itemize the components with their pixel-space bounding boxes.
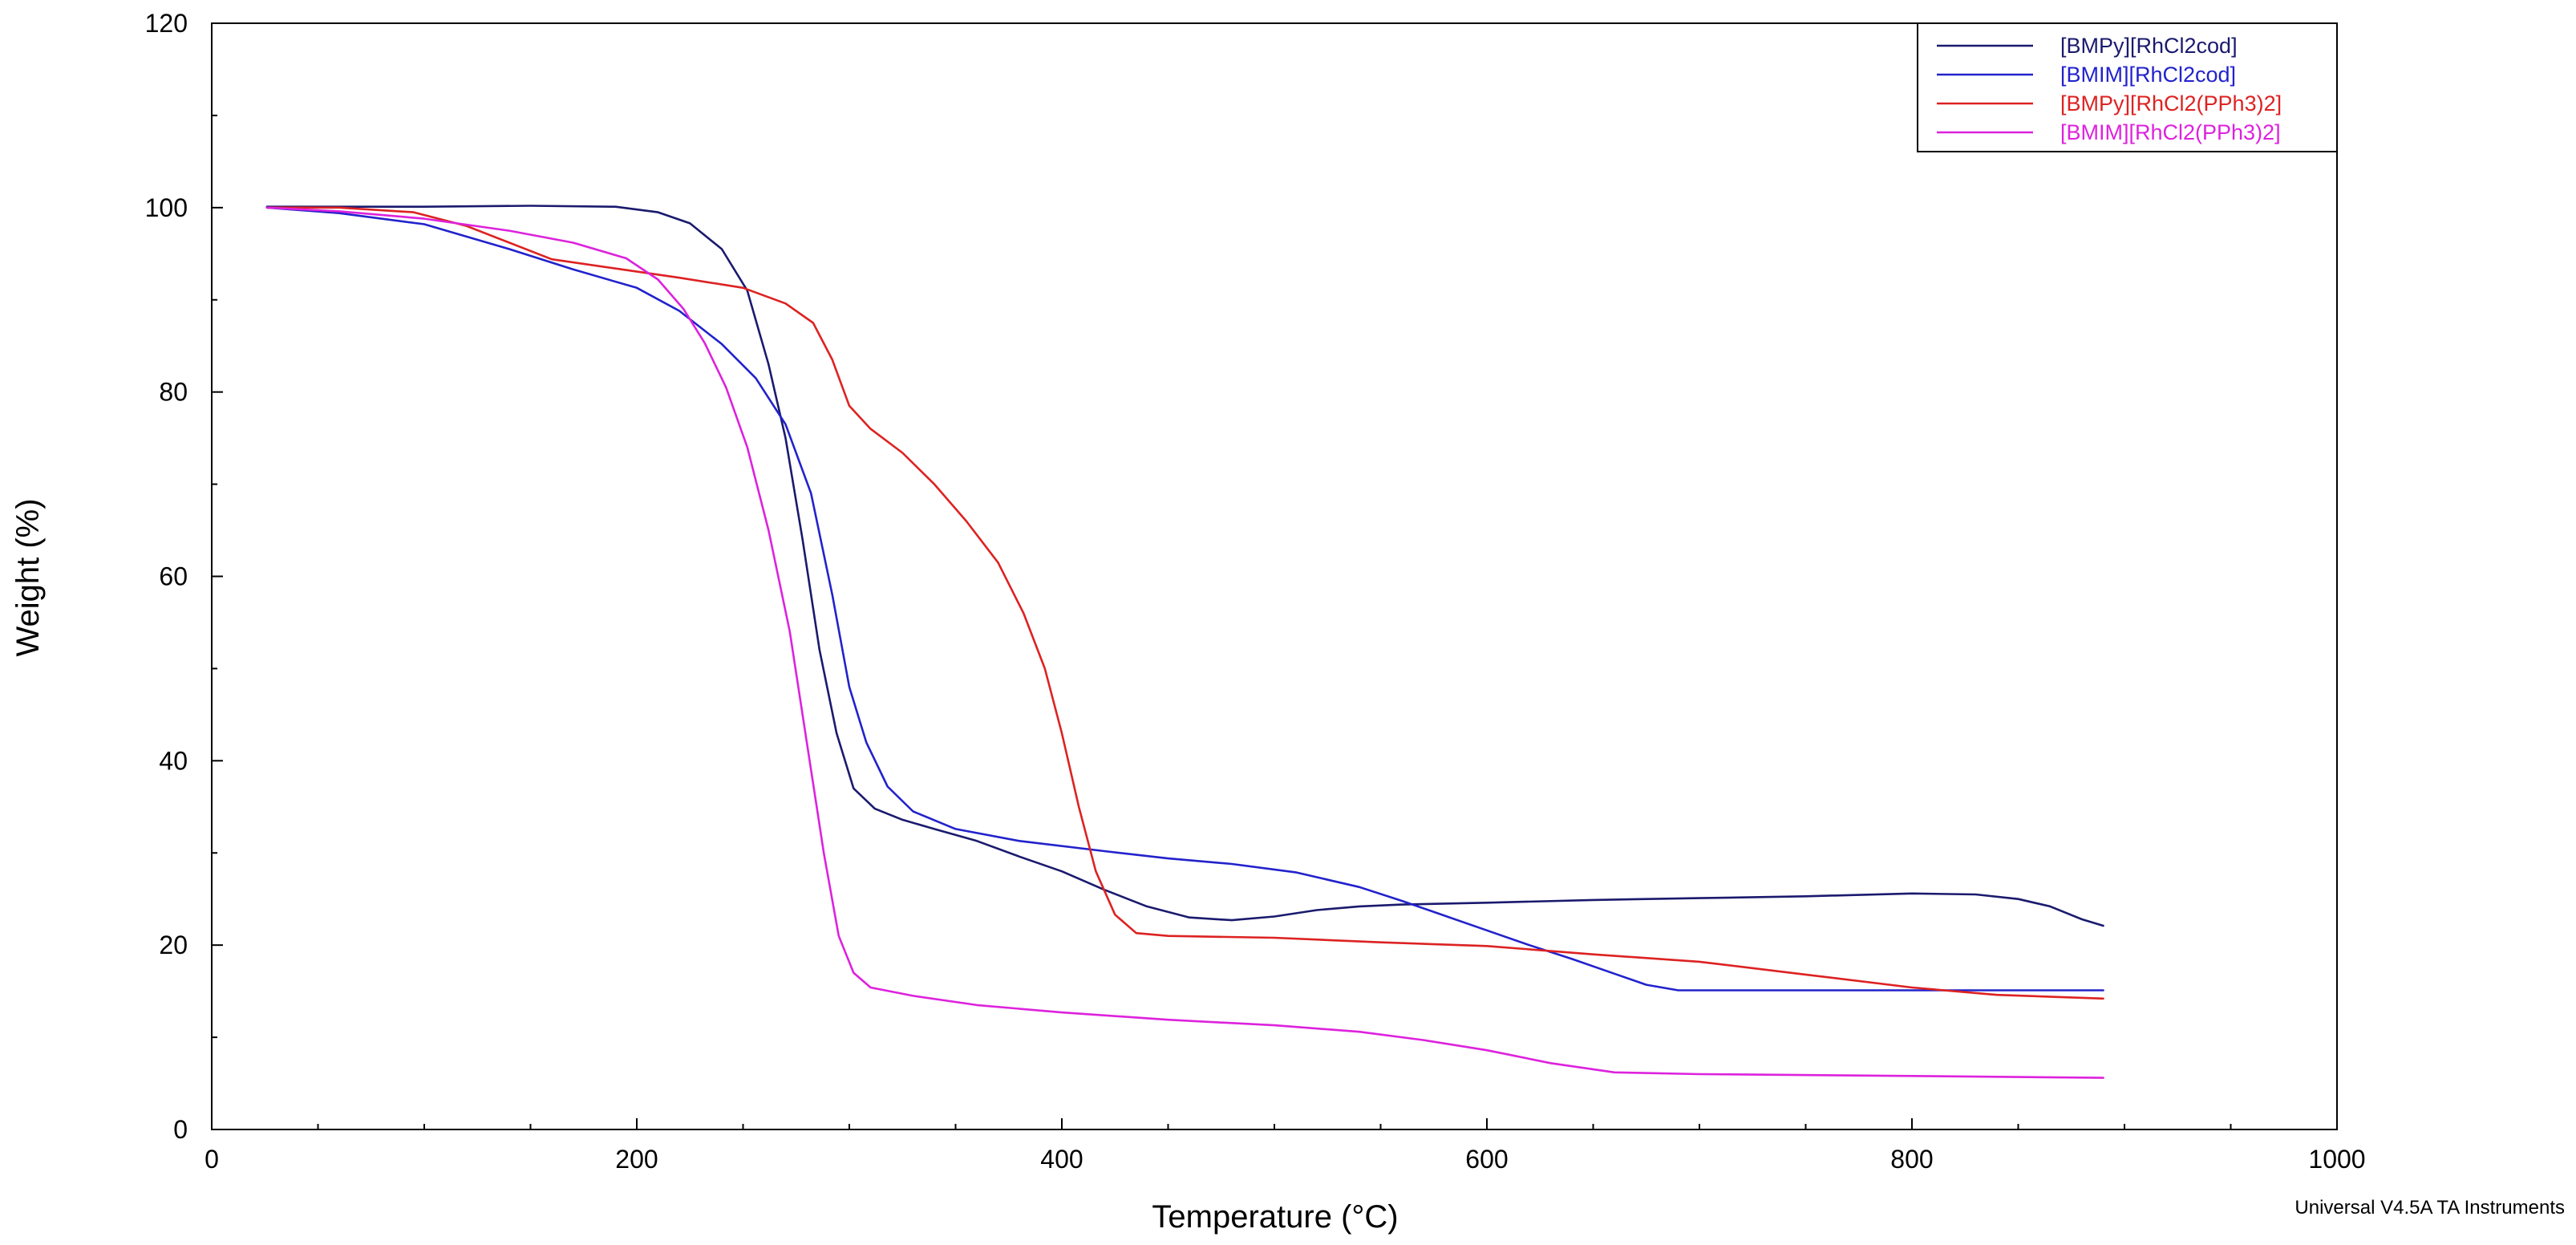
series-layer xyxy=(265,205,2104,1079)
legend-entry: [BMIM][RhCl2cod] xyxy=(2060,63,2236,87)
y-tick-label: 40 xyxy=(159,746,188,775)
series-line-1 xyxy=(265,205,2104,927)
legend-entry: [BMPy][RhCl2cod] xyxy=(2060,34,2238,58)
x-tick-label: 600 xyxy=(1465,1145,1508,1174)
series-line-4 xyxy=(265,206,2104,1079)
legend-entry: [BMIM][RhCl2(PPh3)2] xyxy=(2060,120,2281,144)
legend-box xyxy=(1917,22,2338,152)
y-tick-label: 60 xyxy=(159,562,188,591)
x-tick-label: 400 xyxy=(1040,1145,1083,1174)
x-tick-label: 1000 xyxy=(2308,1145,2365,1174)
ticks-layer: 0 200 400 600 800 1000 0 20 40 60 80 100 120 xyxy=(145,9,2366,1174)
x-tick-label: 0 xyxy=(205,1145,219,1174)
series-line-3 xyxy=(265,206,2104,1000)
legend-entry: [BMPy][RhCl2(PPh3)2] xyxy=(2060,91,2282,116)
x-tick-label: 800 xyxy=(1890,1145,1933,1174)
y-tick-label: 120 xyxy=(145,9,188,38)
y-tick-label: 100 xyxy=(145,193,188,222)
y-tick-label: 80 xyxy=(159,378,188,407)
instrument-footer: Universal V4.5A TA Instruments xyxy=(2295,1197,2565,1219)
y-tick-label: 0 xyxy=(173,1115,188,1144)
y-axis-title: Weight (%) xyxy=(10,498,46,656)
y-tick-label: 20 xyxy=(159,931,188,959)
x-tick-label: 200 xyxy=(615,1145,658,1174)
legend: [BMPy][RhCl2cod] [BMIM][RhCl2cod] [BMPy][R… xyxy=(1917,22,2338,152)
plot-frame xyxy=(211,22,2338,1130)
series-line-2 xyxy=(265,206,2104,992)
x-axis-title: Temperature (°C) xyxy=(1152,1199,1398,1235)
